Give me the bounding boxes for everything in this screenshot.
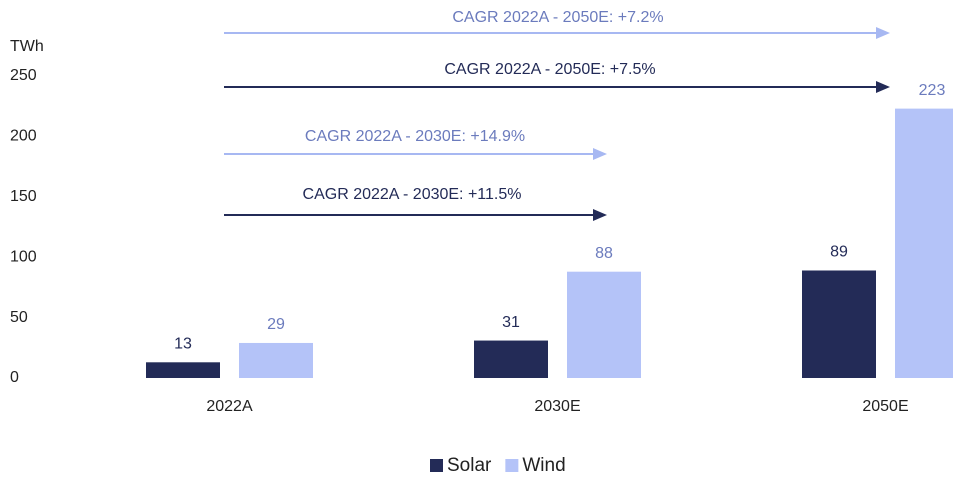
value-label: 88 (595, 245, 613, 262)
y-tick-label: 150 (10, 188, 37, 205)
y-tick-label: 50 (10, 309, 28, 326)
value-label: 29 (267, 316, 285, 333)
x-tick-label: 2030E (534, 398, 580, 415)
value-label: 223 (919, 82, 946, 99)
y-tick-label: 200 (10, 128, 37, 145)
bar (146, 362, 220, 378)
y-axis-label: TWh (10, 38, 44, 55)
bar (802, 270, 876, 378)
arrow-head (593, 209, 607, 221)
legend-swatch (430, 459, 443, 472)
bar (474, 340, 548, 378)
x-tick-label: 2050E (862, 398, 908, 415)
legend-label: Solar (447, 455, 492, 476)
arrow-head (876, 81, 890, 93)
arrow-head (593, 148, 607, 160)
value-label: 31 (502, 314, 520, 331)
y-tick-label: 0 (10, 369, 19, 386)
bar (567, 271, 641, 378)
x-tick-label: 2022A (206, 398, 253, 415)
bar (239, 342, 313, 378)
legend-swatch (505, 459, 519, 472)
value-label: 13 (174, 336, 192, 353)
value-label: 89 (830, 244, 848, 261)
bar (895, 108, 953, 378)
y-tick-label: 100 (10, 248, 37, 265)
annotation-text: CAGR 2022A - 2050E: +7.5% (444, 61, 655, 78)
annotation-text: CAGR 2022A - 2030E: +11.5% (303, 186, 522, 203)
annotation-text: CAGR 2022A - 2030E: +14.9% (305, 128, 525, 145)
legend-label: Wind (522, 455, 565, 476)
arrow-head (876, 27, 890, 39)
y-tick-label: 250 (10, 67, 37, 84)
annotation-text: CAGR 2022A - 2050E: +7.2% (452, 9, 663, 26)
